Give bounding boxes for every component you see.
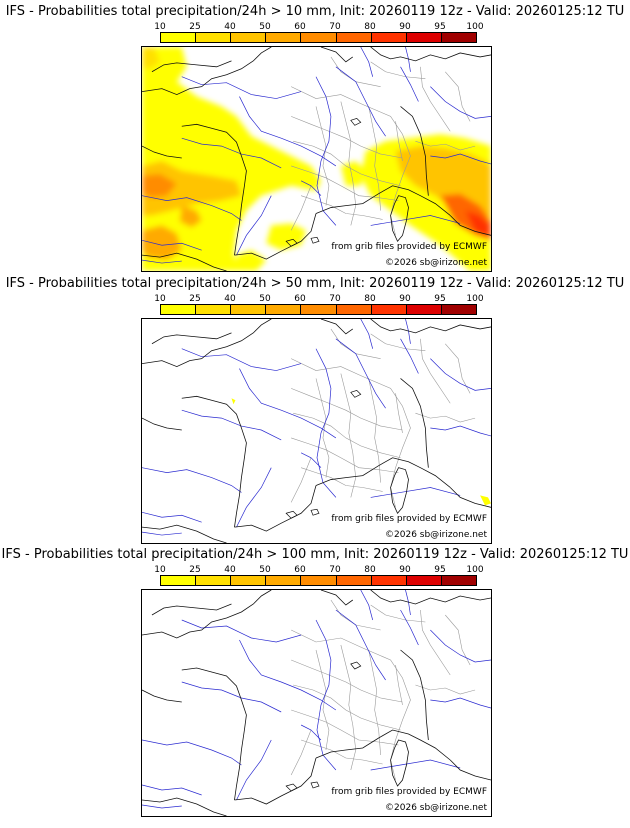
precip-map xyxy=(142,47,491,271)
credit-source: from grib files provided by ECMWF xyxy=(331,242,487,252)
colorbar-label: 10 xyxy=(154,294,166,304)
colorbar-label: 40 xyxy=(224,294,236,304)
colorbar-segment xyxy=(196,576,232,585)
colorbar-label: 100 xyxy=(466,22,484,32)
colorbar-segment xyxy=(196,33,232,42)
colorbar-segment xyxy=(231,305,267,314)
colorbar-segment xyxy=(161,305,197,314)
colorbar-label: 100 xyxy=(466,294,484,304)
colorbar-segment xyxy=(266,576,302,585)
map-50mm: from grib files provided by ECMWF ©2026 … xyxy=(141,318,492,544)
colorbar-label: 10 xyxy=(154,22,166,32)
credit-copyright: ©2026 sb@irizone.net xyxy=(385,530,487,540)
panel-title: IFS - Probabilities total precipitation/… xyxy=(5,276,625,291)
colorbar-label: 50 xyxy=(259,294,271,304)
colorbar-label: 70 xyxy=(329,22,341,32)
colorbar-segment xyxy=(406,33,442,42)
map-10mm: from grib files provided by ECMWF ©2026 … xyxy=(141,46,492,272)
precip-map xyxy=(142,590,491,816)
colorbar-segment xyxy=(301,33,337,42)
colorbar-segment xyxy=(406,305,442,314)
colorbar-segment xyxy=(406,576,442,585)
panel-50mm: IFS - Probabilities total precipitation/… xyxy=(0,276,630,544)
credit-copyright: ©2026 sb@irizone.net xyxy=(385,803,487,813)
colorbar-label: 95 xyxy=(434,22,446,32)
colorbar xyxy=(160,575,477,586)
colorbar-segment xyxy=(301,576,337,585)
colorbar-label: 25 xyxy=(189,294,201,304)
colorbar-segment xyxy=(266,305,302,314)
colorbar-label: 80 xyxy=(364,565,376,575)
colorbar-labels: 10 25 40 50 60 70 80 90 95 100 xyxy=(154,22,483,34)
colorbar-label: 25 xyxy=(189,22,201,32)
colorbar-label: 90 xyxy=(399,565,411,575)
colorbar xyxy=(160,32,477,43)
colorbar-segment xyxy=(441,576,476,585)
colorbar-segment xyxy=(336,305,372,314)
colorbar-label: 40 xyxy=(224,565,236,575)
colorbar-segment xyxy=(336,576,372,585)
colorbar-segment xyxy=(371,576,407,585)
precip-map xyxy=(142,319,491,543)
colorbar-label: 80 xyxy=(364,294,376,304)
colorbar-label: 50 xyxy=(259,22,271,32)
colorbar-segment xyxy=(371,305,407,314)
colorbar-label: 100 xyxy=(466,565,484,575)
colorbar-label: 25 xyxy=(189,565,201,575)
colorbar-segment xyxy=(441,305,476,314)
colorbar-segment xyxy=(161,576,197,585)
colorbar-label: 40 xyxy=(224,22,236,32)
map-100mm: from grib files provided by ECMWF ©2026 … xyxy=(141,589,492,817)
panel-title: IFS - Probabilities total precipitation/… xyxy=(1,547,629,562)
colorbar-label: 80 xyxy=(364,22,376,32)
panel-10mm: IFS - Probabilities total precipitation/… xyxy=(0,4,630,272)
panel-100mm: IFS - Probabilities total precipitation/… xyxy=(0,547,630,817)
colorbar-label: 70 xyxy=(329,294,341,304)
colorbar-label: 60 xyxy=(294,22,306,32)
colorbar-label: 70 xyxy=(329,565,341,575)
colorbar-segment xyxy=(266,33,302,42)
colorbar-label: 95 xyxy=(434,565,446,575)
credit-source: from grib files provided by ECMWF xyxy=(331,787,487,797)
colorbar-label: 95 xyxy=(434,294,446,304)
colorbar-segment xyxy=(231,33,267,42)
colorbar-segment xyxy=(441,33,476,42)
colorbar xyxy=(160,304,477,315)
colorbar-segment xyxy=(301,305,337,314)
colorbar-segment xyxy=(231,576,267,585)
panel-title: IFS - Probabilities total precipitation/… xyxy=(5,4,625,19)
colorbar-label: 60 xyxy=(294,565,306,575)
colorbar-label: 60 xyxy=(294,294,306,304)
colorbar-label: 90 xyxy=(399,294,411,304)
credit-source: from grib files provided by ECMWF xyxy=(331,514,487,524)
colorbar-label: 10 xyxy=(154,565,166,575)
colorbar-labels: 10 25 40 50 60 70 80 90 95 100 xyxy=(154,294,483,306)
credit-copyright: ©2026 sb@irizone.net xyxy=(385,258,487,268)
colorbar-label: 50 xyxy=(259,565,271,575)
colorbar-segment xyxy=(371,33,407,42)
colorbar-segment xyxy=(196,305,232,314)
colorbar-labels: 10 25 40 50 60 70 80 90 95 100 xyxy=(154,565,483,577)
colorbar-segment xyxy=(161,33,197,42)
colorbar-label: 90 xyxy=(399,22,411,32)
colorbar-segment xyxy=(336,33,372,42)
